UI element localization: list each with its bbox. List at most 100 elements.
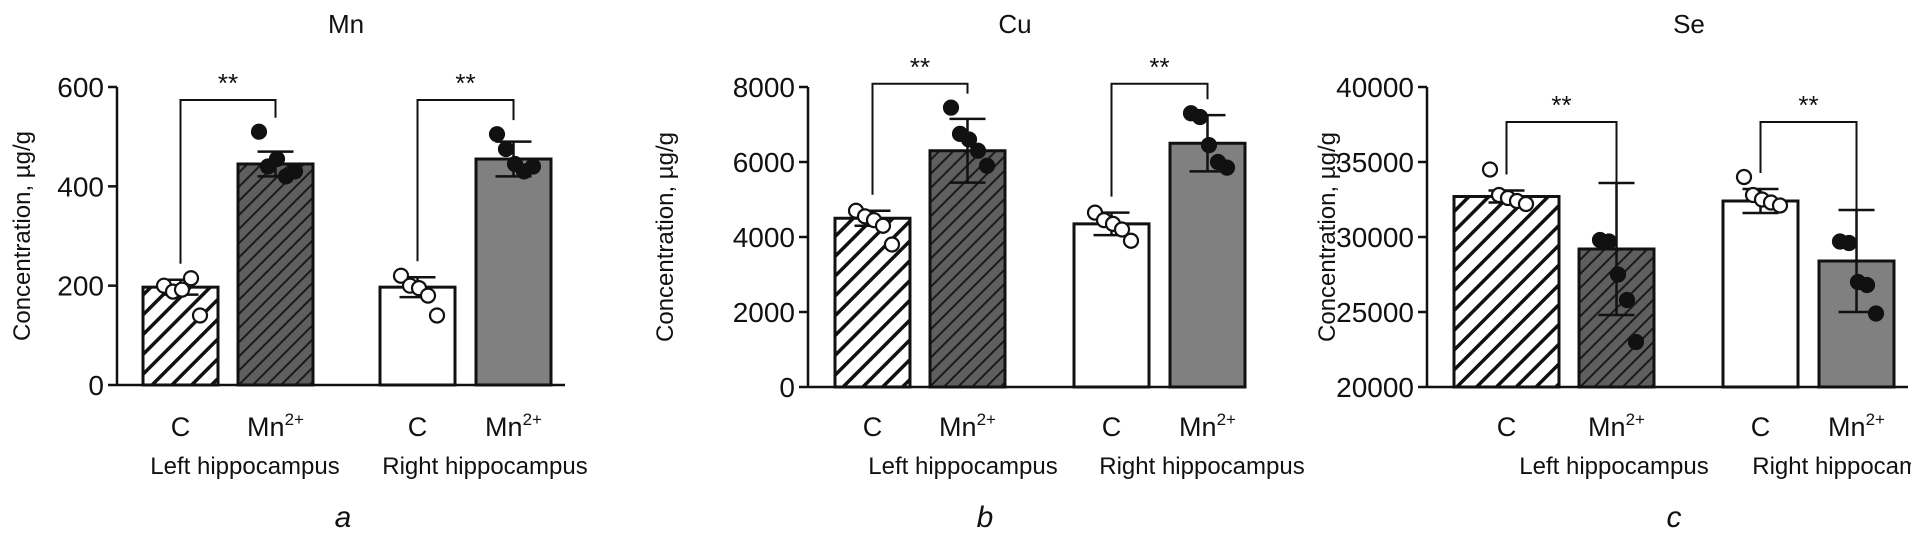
- data-point: [392, 267, 410, 284]
- y-tick-label: 400: [57, 171, 104, 202]
- significance-label: **: [1798, 90, 1818, 120]
- y-axis-label: Concentration, µg/g: [9, 131, 36, 341]
- group-label: Left hippocampus: [150, 453, 339, 480]
- data-point: [191, 307, 209, 324]
- x-tick-label: Mn2+: [939, 410, 996, 442]
- y-tick-label: 600: [57, 72, 104, 103]
- data-point: [488, 126, 506, 143]
- y-axis-label: Concentration, µg/g: [1314, 132, 1341, 342]
- data-point: [960, 131, 978, 148]
- significance-bracket: [416, 98, 515, 262]
- significance-bracket: [1505, 121, 1618, 226]
- x-tick-label: Mn2+: [1828, 410, 1885, 442]
- y-tick-label: 200: [57, 271, 104, 302]
- y-tick-label: 8000: [733, 72, 795, 103]
- significance-label: **: [455, 68, 475, 98]
- x-tick-label: C: [171, 412, 191, 442]
- significance-label: **: [218, 68, 238, 98]
- data-point: [1771, 197, 1789, 214]
- y-tick-label: 40000: [1336, 72, 1414, 103]
- y-tick-label: 6000: [733, 147, 795, 178]
- data-point: [1600, 233, 1618, 250]
- x-tick-label: C: [1102, 412, 1122, 442]
- y-tick-label: 20000: [1336, 372, 1414, 403]
- x-tick-label: C: [1751, 412, 1771, 442]
- data-point: [874, 217, 892, 234]
- data-point: [1517, 195, 1535, 213]
- y-tick-label: 35000: [1336, 147, 1414, 178]
- significance-label: **: [1149, 52, 1169, 82]
- y-axis-label: Concentration, µg/g: [652, 132, 679, 342]
- bar: [236, 162, 315, 387]
- data-point: [286, 163, 304, 180]
- y-tick-label: 0: [779, 372, 795, 403]
- significance-bracket: [1110, 82, 1209, 197]
- data-point: [173, 281, 191, 298]
- bar: [474, 157, 553, 387]
- bar: [1072, 222, 1151, 389]
- data-point: [969, 142, 987, 159]
- chart-title: Cu: [998, 9, 1031, 39]
- group-label: Right hippocampus: [382, 453, 587, 480]
- panel-label: c: [1667, 501, 1682, 534]
- chart-title: Se: [1673, 9, 1705, 39]
- data-point: [1191, 108, 1209, 126]
- data-point: [182, 270, 200, 287]
- significance-label: **: [910, 52, 930, 82]
- data-point: [250, 123, 268, 140]
- significance-bracket: [871, 82, 969, 195]
- bar: [141, 285, 220, 387]
- data-point: [419, 287, 437, 304]
- x-tick-label: Mn2+: [247, 410, 304, 442]
- bar: [1721, 199, 1800, 389]
- bar: [378, 285, 457, 387]
- data-point: [1867, 305, 1885, 322]
- data-point: [428, 307, 446, 324]
- chart-panel-a: Mn Concentration, µg/g 0 200 400 600 C Mn2+ C Mn2…: [9, 9, 588, 534]
- x-tick-label: C: [1497, 412, 1517, 442]
- x-tick-label: C: [863, 412, 883, 442]
- chart-panel-c: Se Concentration, µg/g 20000 25000 30000 3500…: [1314, 9, 1911, 534]
- data-point: [1481, 161, 1499, 178]
- data-point: [1122, 232, 1140, 249]
- data-point: [1735, 168, 1753, 186]
- y-tick-label: 0: [88, 370, 104, 401]
- data-point: [1618, 291, 1636, 309]
- data-point: [978, 157, 996, 174]
- significance-bracket: [1759, 121, 1858, 228]
- bar: [1452, 195, 1561, 389]
- data-point: [268, 150, 286, 168]
- chart-panel-b: Cu Concentration, µg/g 0 2000 4000 6000 8000 C M…: [652, 9, 1305, 534]
- group-label: Right hippocampus: [1752, 453, 1911, 480]
- y-tick-label: 30000: [1336, 222, 1414, 253]
- x-tick-label: C: [408, 412, 428, 442]
- x-tick-label: Mn2+: [1179, 410, 1236, 442]
- significance-bracket: [179, 98, 277, 264]
- group-label: Left hippocampus: [1519, 453, 1708, 480]
- panel-label: a: [335, 501, 352, 534]
- data-point: [1200, 137, 1218, 154]
- x-tick-label: Mn2+: [1588, 410, 1645, 442]
- data-point: [1858, 276, 1876, 294]
- data-point: [1840, 234, 1858, 252]
- data-point: [524, 158, 542, 175]
- panel-label: b: [977, 501, 994, 534]
- chart-title: Mn: [328, 9, 364, 39]
- bar: [1168, 141, 1247, 389]
- significance-label: **: [1551, 90, 1571, 120]
- x-tick-label: Mn2+: [485, 410, 542, 442]
- group-label: Right hippocampus: [1099, 453, 1304, 480]
- data-point: [942, 99, 960, 116]
- data-point: [497, 140, 515, 158]
- y-tick-label: 2000: [733, 297, 795, 328]
- data-point: [1218, 159, 1236, 176]
- data-point: [883, 236, 901, 253]
- data-point: [1609, 266, 1627, 283]
- data-point: [1113, 221, 1131, 238]
- data-point: [1627, 333, 1645, 351]
- group-label: Left hippocampus: [868, 453, 1057, 480]
- bar: [928, 149, 1007, 389]
- y-tick-label: 4000: [733, 222, 795, 253]
- y-tick-label: 25000: [1336, 297, 1414, 328]
